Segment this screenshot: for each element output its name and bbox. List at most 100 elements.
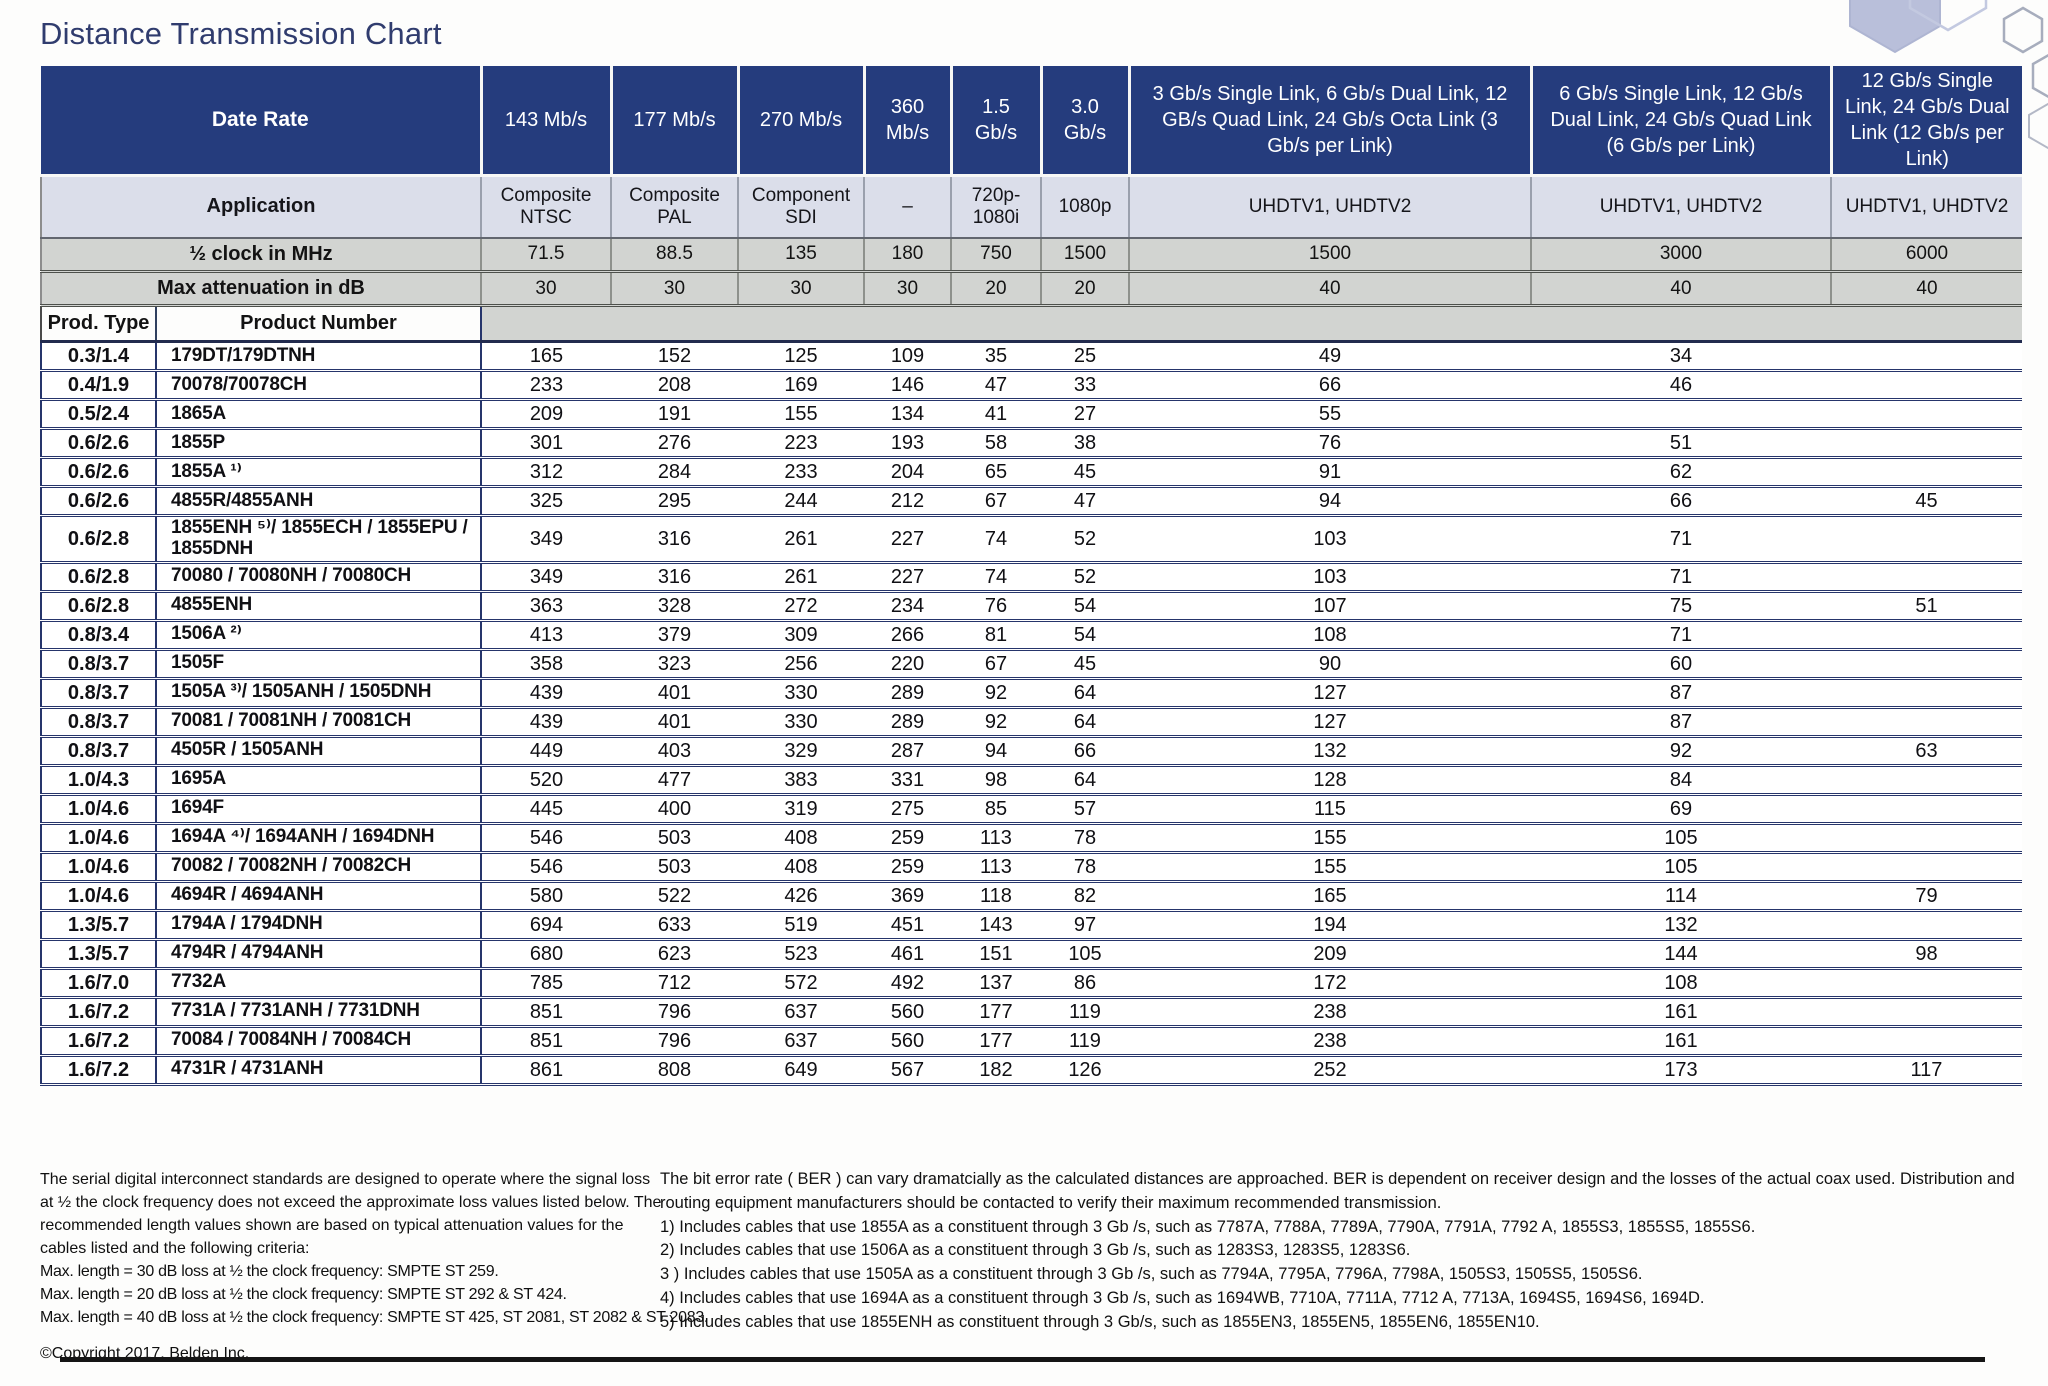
half-clock-label: ½ clock in MHz [40, 237, 482, 273]
distance-value-cell: 256 [738, 649, 864, 680]
footnote-block-left: The serial digital interconnect standard… [40, 1168, 708, 1365]
table-row: 1.0/4.3 1695A 520 477 383 331 98 64 128 84 [40, 765, 2022, 796]
distance-value-cell: 90 [1129, 649, 1531, 680]
distance-value-cell: 323 [611, 649, 738, 680]
distance-value-cell: 64 [1041, 765, 1129, 796]
distance-value-cell: 125 [738, 341, 864, 372]
distance-value-cell: 169 [738, 370, 864, 401]
table-row: 0.8/3.7 1505F 358 323 256 220 67 45 90 60 [40, 649, 2022, 680]
max-attenuation-value: 30 [481, 271, 612, 307]
product-number-cell: 70078/70078CH [156, 370, 482, 401]
table-row: 0.8/3.7 70081 / 70081NH / 70081CH 439 401 33… [40, 707, 2022, 738]
distance-value-cell: 143 [951, 910, 1041, 941]
half-clock-value: 3000 [1531, 237, 1832, 273]
prod-type-cell: 1.0/4.3 [40, 765, 157, 796]
table-row: 0.6/2.8 70080 / 70080NH / 70080CH 349 316 26… [40, 562, 2022, 593]
distance-value-cell: 107 [1129, 591, 1531, 622]
distance-value-cell: 177 [951, 997, 1041, 1028]
distance-value-cell: 91 [1129, 457, 1531, 488]
distance-value-cell: 204 [864, 457, 951, 488]
product-number-cell: 7731A / 7731ANH / 7731DNH [156, 997, 482, 1028]
distance-value-cell: 785 [481, 968, 611, 999]
distance-value-cell: 379 [611, 620, 738, 651]
product-number-cell: 1505F [156, 649, 482, 680]
distance-value-cell: 161 [1531, 1026, 1831, 1057]
distance-value-cell: 209 [481, 399, 611, 430]
rate-col-header: 3.0 Gb/s [1041, 66, 1131, 177]
distance-value-cell: 309 [738, 620, 864, 651]
distance-value-cell: 108 [1129, 620, 1531, 651]
distance-value-cell: 316 [611, 562, 738, 593]
distance-value-cell: 560 [864, 997, 951, 1028]
distance-value-cell: 796 [611, 997, 738, 1028]
distance-value-cell: 60 [1531, 649, 1831, 680]
distance-value-cell: 132 [1129, 736, 1531, 767]
distance-value-cell [1831, 428, 2022, 459]
product-number-label: Product Number [156, 305, 482, 343]
distance-value-cell: 134 [864, 399, 951, 430]
distance-value-cell: 34 [1531, 341, 1831, 372]
distance-value-cell: 114 [1531, 881, 1831, 912]
max-attenuation-value: 30 [864, 271, 952, 307]
distance-value-cell: 208 [611, 370, 738, 401]
distance-value-cell: 623 [611, 939, 738, 970]
distance-value-cell: 212 [864, 486, 951, 517]
distance-value-cell: 680 [481, 939, 611, 970]
distance-value-cell: 177 [951, 1026, 1041, 1057]
distance-value-cell: 289 [864, 678, 951, 709]
max-attenuation-value: 30 [611, 271, 739, 307]
distance-value-cell: 546 [481, 823, 611, 854]
distance-value-cell: 637 [738, 1026, 864, 1057]
distance-value-cell [1831, 678, 2022, 709]
distance-value-cell: 103 [1129, 562, 1531, 593]
distance-value-cell: 461 [864, 939, 951, 970]
distance-value-cell: 328 [611, 591, 738, 622]
product-number-cell: 179DT/179DTNH [156, 341, 482, 372]
max-attenuation-value: 40 [1531, 271, 1832, 307]
distance-value-cell [1831, 562, 2022, 593]
product-number-cell: 70082 / 70082NH / 70082CH [156, 852, 482, 883]
date-rate-label: Date Rate [41, 66, 483, 177]
distance-value-cell: 316 [611, 515, 738, 564]
distance-value-cell: 117 [1831, 1055, 2022, 1086]
rate-col-header: 6 Gb/s Single Link, 12 Gb/s Dual Link, 2… [1531, 66, 1833, 177]
distance-value-cell: 275 [864, 794, 951, 825]
distance-value-cell: 301 [481, 428, 611, 459]
distance-value-cell: 851 [481, 1026, 611, 1057]
distance-value-cell: 182 [951, 1055, 1041, 1086]
distance-transmission-table: Date Rate 143 Mb/s 177 Mb/s 270 Mb/s 360 Mb… [40, 66, 2022, 1086]
distance-value-cell: 64 [1041, 707, 1129, 738]
table-row: 0.6/2.6 1855P 301 276 223 193 58 38 76 51 [40, 428, 2022, 459]
distance-value-cell: 118 [951, 881, 1041, 912]
footnote-paragraph: The bit error rate ( BER ) can vary dram… [660, 1170, 2015, 1212]
distance-value-cell: 33 [1041, 370, 1129, 401]
footnote-line: 4) Includes cables that use 1694A as a c… [660, 1288, 1705, 1307]
prod-type-cell: 0.6/2.8 [40, 515, 157, 564]
distance-value-cell: 63 [1831, 736, 2022, 767]
max-attenuation-value: 40 [1831, 271, 2022, 307]
distance-value-cell: 191 [611, 399, 738, 430]
distance-value-cell: 105 [1041, 939, 1129, 970]
date-rate-header-row: Date Rate 143 Mb/s 177 Mb/s 270 Mb/s 360 Mb… [41, 66, 2022, 177]
rate-col-header: 1.5 Gb/s [951, 66, 1043, 177]
distance-value-cell: 165 [481, 341, 611, 372]
distance-value-cell: 408 [738, 823, 864, 854]
prod-type-cell: 0.8/3.7 [40, 736, 157, 767]
application-value: UHDTV1, UHDTV2 [1531, 175, 1832, 239]
distance-value-cell: 98 [951, 765, 1041, 796]
distance-value-cell: 75 [1531, 591, 1831, 622]
prod-type-cell: 1.6/7.2 [40, 1055, 157, 1086]
distance-value-cell: 209 [1129, 939, 1531, 970]
hexagon-decoration [1849, 0, 2048, 150]
prod-type-cell: 0.6/2.8 [40, 591, 157, 622]
rate-col-header: 360 Mb/s [864, 66, 953, 177]
distance-value-cell: 92 [951, 678, 1041, 709]
distance-value-cell: 85 [951, 794, 1041, 825]
product-number-cell: 70084 / 70084NH / 70084CH [156, 1026, 482, 1057]
distance-value-cell: 98 [1831, 939, 2022, 970]
distance-value-cell: 259 [864, 852, 951, 883]
distance-value-cell: 851 [481, 997, 611, 1028]
product-number-cell: 70081 / 70081NH / 70081CH [156, 707, 482, 738]
distance-value-cell: 151 [951, 939, 1041, 970]
distance-value-cell [1831, 341, 2022, 372]
